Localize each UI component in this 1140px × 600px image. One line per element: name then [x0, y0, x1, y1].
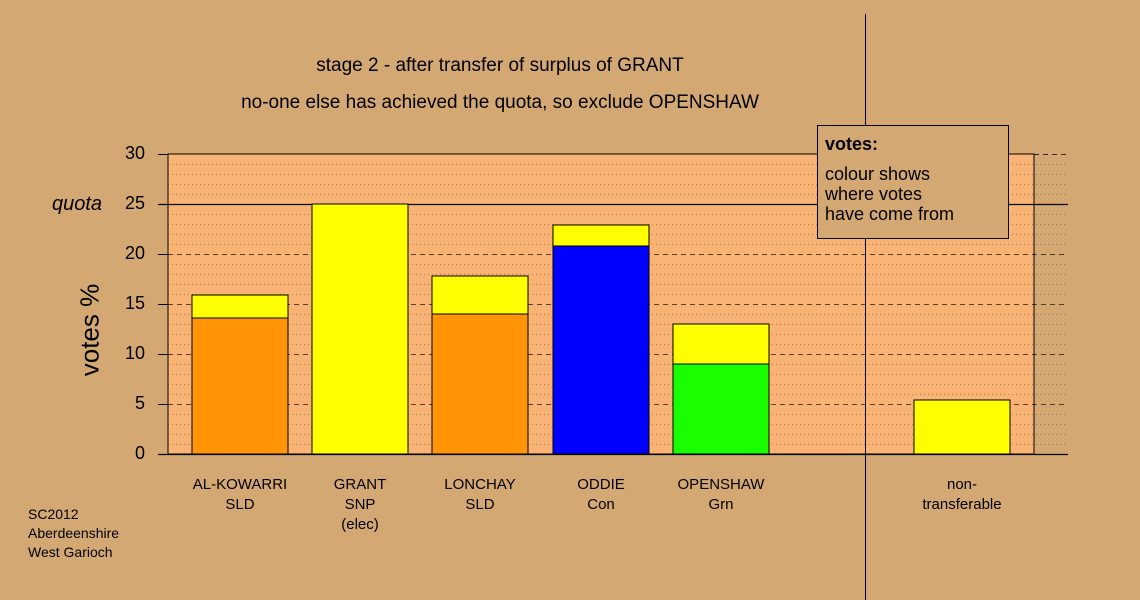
bar-segment-oddie-1 — [552, 224, 650, 247]
y-tick-label: 15 — [124, 293, 145, 313]
chart-subtitle: no-one else has achieved the quota, so e… — [241, 92, 759, 113]
category-label-al-kowarri: AL-KOWARRI SLD — [192, 476, 288, 513]
legend-text: colour shows where votes have come from — [825, 164, 955, 224]
category-label-oddie: ODDIE Con — [577, 476, 625, 513]
category-label-grant: GRANT SNP (elec) — [333, 476, 387, 533]
legend-title: votes: — [825, 134, 879, 154]
category-label-openshaw: OPENSHAW Grn — [677, 476, 765, 513]
bar-segment-al-kowarri-0 — [191, 317, 289, 455]
bar-segment-openshaw-0 — [672, 363, 770, 455]
category-label-lonchay: LONCHAY SLD — [444, 476, 516, 513]
legend-box: votes: colour shows where votes have com… — [817, 125, 1009, 239]
y-tick-label: 30 — [124, 143, 145, 163]
bar-segment-grant-0 — [311, 203, 409, 455]
y-tick-label: 25 — [124, 193, 145, 213]
footnote: SC2012 Aberdeenshire West Garioch — [28, 506, 120, 560]
y-tick-label: 5 — [134, 393, 145, 413]
y-tick-label: 10 — [124, 343, 145, 363]
y-tick-label: 0 — [134, 443, 145, 463]
bar-segment-oddie-0 — [552, 245, 650, 455]
bar-segment-lonchay-1 — [431, 275, 529, 315]
category-label-non-transferable: non- transferable — [922, 476, 1002, 513]
y-tick-label: 20 — [124, 243, 145, 263]
bar-non-transferable — [913, 399, 1011, 455]
quota-label: quota — [52, 193, 103, 215]
bar-segment-lonchay-0 — [431, 313, 529, 455]
chart-title: stage 2 - after transfer of surplus of G… — [316, 55, 684, 76]
bar-segment-al-kowarri-1 — [191, 294, 289, 319]
bar-segment-openshaw-1 — [672, 323, 770, 365]
